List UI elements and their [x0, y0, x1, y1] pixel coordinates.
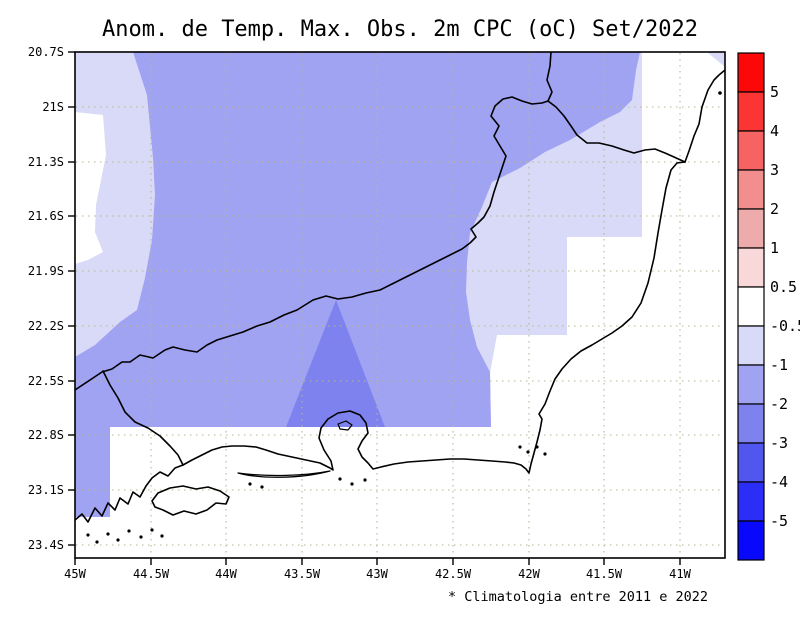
colorbar-segment	[737, 481, 765, 522]
governador-island	[337, 420, 353, 431]
lon-tick-label: 42.5W	[435, 567, 472, 581]
colorbar: 5 4 3 2 1 0.5 -0.5 -1 -2 -3 -4 -5	[737, 52, 800, 561]
colorbar-segment	[737, 169, 765, 210]
colorbar-segment	[737, 364, 765, 405]
axes: 20.7S 21S 21.3S 21.6S 21.9S 22.2S 22.5S 22.8S 23…	[28, 45, 692, 581]
colorbar-boundary-label: -1	[770, 356, 788, 374]
lat-tick-label: 21.6S	[28, 209, 64, 223]
colorbar-boundary-label: -3	[770, 434, 788, 452]
lon-tick-label: 44W	[215, 567, 237, 581]
colorbar-boundary-label: -4	[770, 473, 788, 491]
lat-tick-label: 21S	[42, 100, 64, 114]
region-minus2-main	[75, 52, 640, 517]
colorbar-boundary-label: 5	[770, 83, 779, 101]
map-outlines	[75, 52, 725, 544]
lat-tick-label: 23.1S	[28, 483, 64, 497]
state-border-rj-es	[547, 100, 686, 163]
ilha-grande-island	[151, 485, 230, 516]
colorbar-segment	[737, 52, 765, 93]
small-islets	[86, 91, 722, 544]
colorbar-segment	[737, 403, 765, 444]
colorbar-boundary-label: 4	[770, 122, 779, 140]
grid	[76, 53, 724, 557]
state-border-sp-rj	[102, 370, 184, 466]
colorbar-segment	[737, 91, 765, 132]
lat-tick-label: 22.8S	[28, 428, 64, 442]
lon-tick-label: 43.5W	[284, 567, 321, 581]
colorbar-boundary-label: -2	[770, 395, 788, 413]
marambaia-spit	[237, 470, 331, 478]
colorbar-boundary-label: 0.5	[770, 278, 797, 296]
lat-tick-label: 23.4S	[28, 538, 64, 552]
lon-tick-label: 43W	[366, 567, 388, 581]
climatology-footnote: * Climatologia entre 2011 e 2022	[448, 589, 708, 605]
lat-tick-label: 20.7S	[28, 45, 64, 59]
lon-tick-label: 41W	[669, 567, 691, 581]
region-nearzero-west-pocket	[75, 112, 106, 264]
lat-tick-label: 22.5S	[28, 374, 64, 388]
page-title: Anom. de Temp. Max. Obs. 2m CPC (oC) Set…	[102, 17, 698, 42]
lat-tick-label: 22.2S	[28, 319, 64, 333]
lon-tick-label: 41.5W	[586, 567, 623, 581]
colorbar-boundary-label: -5	[770, 512, 788, 530]
colorbar-segment	[737, 442, 765, 483]
coastline-path	[75, 69, 725, 523]
region-minus3-triangle	[286, 300, 385, 427]
lon-tick-label: 42W	[518, 567, 540, 581]
colorbar-segment	[737, 208, 765, 249]
colorbar-segment	[737, 286, 765, 327]
colorbar-boundary-label: 2	[770, 200, 779, 218]
colorbar-boundary-label: 3	[770, 161, 779, 179]
colorbar-segment	[737, 247, 765, 288]
region-minus1-corner-sliver	[707, 52, 725, 67]
colorbar-segment	[737, 520, 765, 561]
lat-tick-label: 21.3S	[28, 155, 64, 169]
state-border-mg-rj	[75, 96, 549, 391]
lat-tick-label: 21.9S	[28, 264, 64, 278]
colorbar-boundary-label: 1	[770, 239, 779, 257]
lon-tick-label: 45W	[64, 567, 86, 581]
colorbar-segment	[737, 325, 765, 366]
colorbar-segment	[737, 130, 765, 171]
plot-frame	[74, 51, 726, 559]
fill-regions	[75, 52, 725, 517]
lon-tick-label: 44.5W	[133, 567, 170, 581]
state-border-mg-es	[546, 52, 553, 102]
colorbar-boundary-label: -0.5	[770, 317, 800, 335]
